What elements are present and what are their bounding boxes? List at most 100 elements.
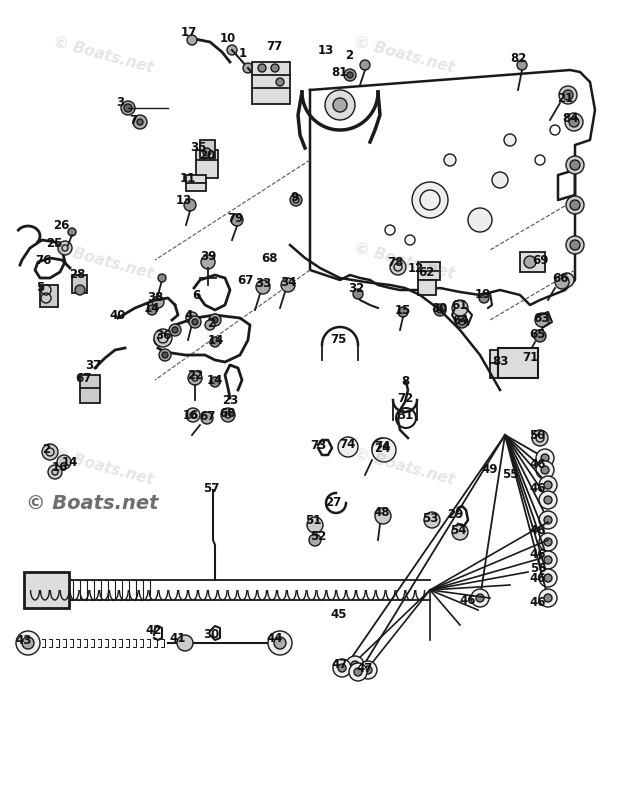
Text: 19: 19	[475, 287, 491, 300]
Text: 6: 6	[192, 288, 200, 302]
Text: 53: 53	[422, 512, 438, 524]
Bar	[520, 252, 545, 272]
Circle shape	[281, 278, 295, 292]
Circle shape	[201, 255, 215, 269]
Text: 16: 16	[183, 409, 199, 421]
Circle shape	[172, 327, 178, 333]
Circle shape	[479, 293, 489, 303]
Text: 40: 40	[110, 309, 126, 322]
Bar	[24, 572, 69, 608]
Text: 44: 44	[267, 631, 284, 645]
Circle shape	[354, 668, 362, 676]
Text: 46: 46	[530, 524, 547, 536]
Text: 14: 14	[62, 455, 78, 469]
Text: 22: 22	[187, 368, 203, 382]
Circle shape	[212, 317, 218, 323]
Text: 29: 29	[447, 508, 463, 521]
Circle shape	[364, 666, 372, 674]
Text: 10: 10	[220, 32, 236, 44]
Text: 46: 46	[530, 482, 547, 494]
Text: © Boats.net: © Boats.net	[26, 493, 158, 512]
Bar	[200, 140, 215, 158]
Circle shape	[121, 101, 135, 115]
Text: 45: 45	[331, 608, 348, 622]
Text: 67: 67	[237, 273, 253, 287]
Text: 66: 66	[553, 272, 569, 284]
Text: 33: 33	[255, 276, 271, 290]
Text: 52: 52	[310, 531, 326, 543]
Circle shape	[154, 329, 172, 347]
Circle shape	[210, 377, 220, 387]
Text: 64: 64	[452, 314, 469, 326]
Text: 78: 78	[387, 256, 403, 268]
Circle shape	[349, 663, 367, 681]
Circle shape	[231, 214, 243, 226]
Text: 37: 37	[85, 359, 101, 371]
Circle shape	[187, 35, 197, 45]
Circle shape	[456, 316, 468, 328]
Circle shape	[48, 465, 62, 479]
Text: 2: 2	[345, 48, 353, 62]
Circle shape	[539, 569, 557, 587]
Bar	[40, 285, 58, 307]
Circle shape	[539, 511, 557, 529]
Circle shape	[157, 337, 163, 343]
Text: 5: 5	[36, 280, 44, 294]
Text: 15: 15	[395, 303, 411, 317]
Text: 32: 32	[348, 281, 364, 295]
Circle shape	[565, 113, 583, 131]
Circle shape	[536, 461, 554, 479]
Text: 24: 24	[374, 441, 390, 455]
Circle shape	[271, 64, 279, 72]
Circle shape	[504, 134, 516, 146]
Bar	[418, 262, 440, 280]
Text: 62: 62	[418, 265, 434, 279]
Circle shape	[162, 352, 168, 358]
Text: 47: 47	[357, 661, 373, 675]
Text: 9: 9	[291, 191, 299, 204]
Text: 14: 14	[208, 333, 224, 347]
Text: 63: 63	[533, 311, 549, 325]
Circle shape	[544, 496, 552, 504]
Circle shape	[412, 182, 448, 218]
Text: 36: 36	[155, 329, 171, 341]
Circle shape	[152, 296, 164, 308]
Text: 77: 77	[266, 40, 282, 52]
Circle shape	[535, 313, 549, 327]
Circle shape	[186, 408, 200, 422]
Text: 46: 46	[530, 549, 547, 562]
Circle shape	[570, 200, 580, 210]
Circle shape	[539, 491, 557, 509]
Circle shape	[16, 631, 40, 655]
Circle shape	[201, 412, 213, 424]
Text: 2: 2	[207, 317, 215, 329]
Circle shape	[534, 330, 546, 342]
Text: 25: 25	[46, 237, 62, 249]
Text: © Boats.net: © Boats.net	[51, 241, 155, 282]
Bar	[252, 62, 290, 104]
Circle shape	[274, 637, 286, 649]
Text: 72: 72	[397, 391, 413, 405]
Circle shape	[536, 449, 554, 467]
Text: 46: 46	[530, 573, 547, 585]
Circle shape	[347, 72, 353, 78]
Circle shape	[351, 661, 359, 669]
Circle shape	[205, 320, 215, 330]
Text: © Boats.net: © Boats.net	[352, 35, 456, 76]
Text: 56: 56	[530, 562, 547, 574]
Text: 69: 69	[532, 253, 549, 266]
Text: 67: 67	[75, 371, 91, 384]
Text: 16: 16	[52, 460, 68, 474]
Circle shape	[258, 64, 266, 72]
Text: 67: 67	[199, 409, 215, 422]
Bar	[72, 275, 87, 293]
Circle shape	[532, 430, 548, 446]
Text: 1: 1	[239, 47, 247, 59]
Circle shape	[203, 148, 211, 156]
Text: 14: 14	[207, 374, 223, 386]
Text: 61: 61	[451, 299, 467, 311]
Text: 76: 76	[35, 253, 51, 266]
Circle shape	[375, 508, 391, 524]
Text: 31: 31	[397, 409, 413, 421]
Circle shape	[68, 228, 76, 236]
